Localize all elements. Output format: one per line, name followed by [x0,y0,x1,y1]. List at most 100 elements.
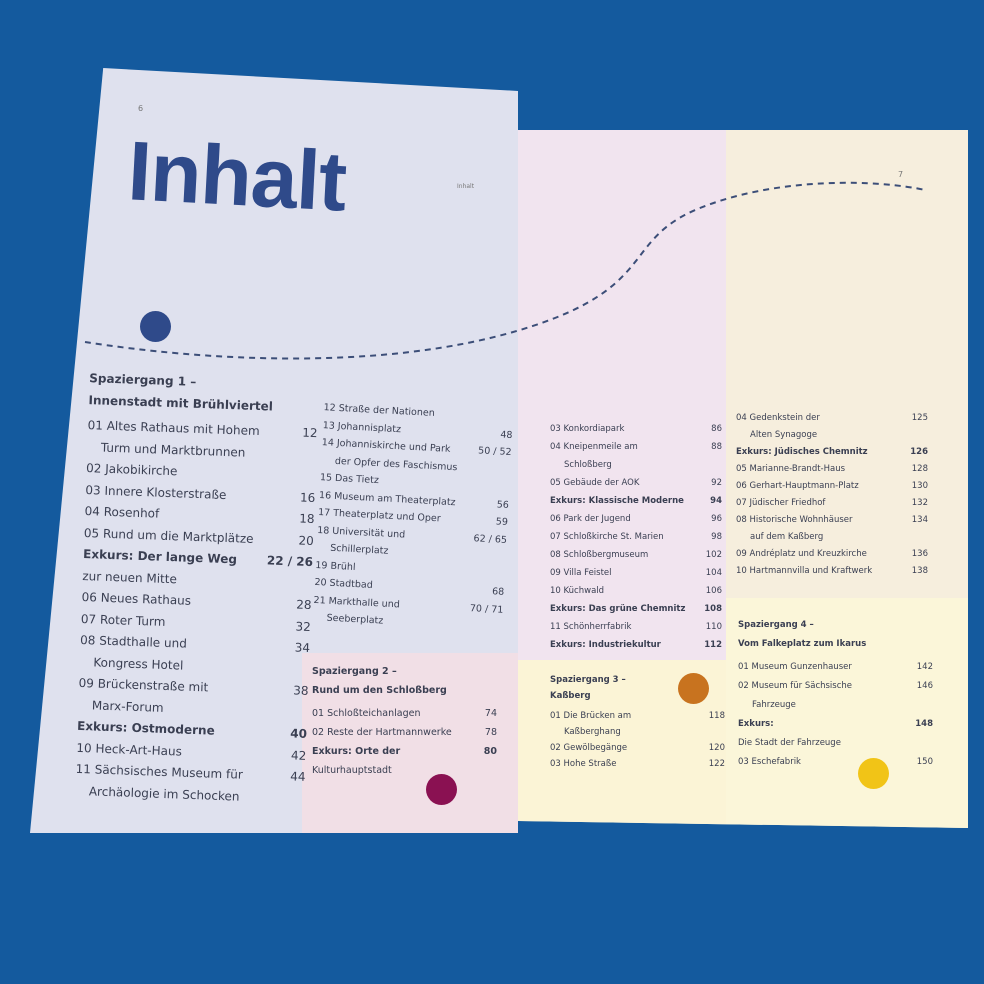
entry-label: 08 Historische Wohnhäuser [736,515,853,525]
entry-label: 01 Schloßteichanlagen [312,708,421,719]
entry-label: 03 Konkordiapark [550,424,625,434]
entry-page: 120 [708,743,725,753]
entry-page: 104 [705,568,722,578]
entry-page: 125 [911,413,928,423]
walk2-list-cont: 03 Konkordiapark 86 04 Kneipenmeile am 88 Sc… [550,420,722,654]
toc-entry: Exkurs: Industriekultur 112 [550,636,722,654]
entry-page: 126 [910,447,928,457]
entry-page: 56 [496,498,510,511]
entry-page: 110 [705,622,722,632]
entry-label: 09 Andréplatz und Kreuzkirche [736,549,867,559]
entry-page: 136 [911,549,928,559]
toc-entry: 09 Villa Feistel 104 [550,564,722,582]
right-page [518,130,968,828]
entry-page: 78 [484,727,497,738]
toc-entry: 01 Die Brücken am 118 [550,708,725,724]
walk4-list: Spaziergang 4 – Vom Falkeplatz zum Ikarus… [738,616,933,772]
entry-page: 32 [295,618,312,634]
walk1-list: Spaziergang 1 – Innenstadt mit Brühlviert… [74,368,319,810]
entry-label: 07 Jüdischer Friedhof [736,498,826,508]
entry-page: 98 [711,532,722,542]
entry-page: 80 [483,746,497,757]
entry-page: 102 [705,550,722,560]
walk2-cont-panel [518,130,726,660]
entry-page: 108 [704,604,722,614]
entry-page: 12 [301,425,318,441]
entry-label: Exkurs: Orte der [312,746,401,757]
toc-entry: 10 Hartmannvilla und Kraftwerk 138 [736,563,928,580]
entry-label-cont: Kulturhauptstadt [312,765,392,776]
entry-label: 11 Schönherrfabrik [550,622,632,632]
entry-label: 06 Park der Jugend [550,514,631,524]
entry-label: 10 Küchwald [550,586,605,596]
entry-page: 48 [500,428,513,441]
entry-label: 05 Marianne-Brandt-Haus [736,464,846,474]
entry-label: Exkurs: Jüdisches Chemnitz [736,447,868,457]
toc-entry: 03 Eschefabrik 150 [738,753,933,772]
entry-label: 01 Die Brücken am [550,711,632,721]
entry-page: 146 [916,681,933,691]
entry-page: 38 [292,683,309,698]
toc-entry: 07 Jüdischer Friedhof 132 [736,495,928,512]
walk4-panel [726,598,968,828]
yellow-dot [858,758,889,789]
toc-entry: 06 Gerhart-Hauptmann-Platz 130 [736,478,928,495]
entry-page: 88 [711,442,722,452]
entry-page: 138 [911,566,928,576]
section-heading: Spaziergang 4 – [738,620,814,630]
entry-page: 68 [491,586,505,598]
entry-label: Exkurs: Das grüne Chemnitz [550,604,686,614]
entry-page: 22 / 26 [266,553,314,570]
entry-page: 59 [495,516,509,528]
entry-label: 10 Hartmannvilla und Kraftwerk [736,566,873,576]
toc-entry: 08 Historische Wohnhäuser 134 [736,512,928,529]
toc-entry: Exkurs: Orte der 80 [312,742,497,761]
section-heading: Rund um den Schloßberg [312,685,447,696]
entry-label: 08 Schloßbergmuseum [550,550,649,560]
entry-page: 62 / 65 [473,532,508,546]
entry-page: 70 / 71 [469,602,504,616]
entry-page: 128 [911,464,928,474]
entry-label: Exkurs: Klassische Moderne [550,496,684,506]
walk1-list-cont: 12 Straße der Nationen 13 Johannisplatz 48… [312,399,514,636]
toc-entry: Exkurs: Jüdisches Chemnitz 126 [736,444,928,461]
toc-entry: 04 Kneipenmeile am 88 [550,438,722,456]
entry-page: 50 / 52 [477,445,512,459]
toc-entry: 04 Gedenkstein der 125 [736,410,928,427]
toc-entry: 01 Museum Gunzenhauser 142 [738,658,933,677]
entry-label-cont: Alten Synagoge [750,430,818,440]
entry-page: 94 [710,496,722,506]
section-heading: Spaziergang 2 – [312,666,397,677]
entry-page: 134 [911,515,928,525]
toc-entry: 02 Reste der Hartmannwerke 78 [312,723,497,742]
entry-label: 09 Villa Feistel [550,568,612,578]
entry-label-cont: Schloßberg [564,460,612,470]
toc-entry: Exkurs: Das grüne Chemnitz 108 [550,600,722,618]
toc-entry: 10 Küchwald 106 [550,582,722,600]
entry-page: 132 [911,498,928,508]
entry-page: 86 [711,424,722,434]
entry-page: 106 [705,586,722,596]
entry-label: 04 Kneipenmeile am [550,442,638,452]
entry-label-cont: Kaßberghang [564,727,621,737]
toc-entry: 07 Schloßkirche St. Marien 98 [550,528,722,546]
entry-label-cont: auf dem Kaßberg [750,532,824,542]
entry-label: 02 Reste der Hartmannwerke [312,727,452,738]
toc-entry: 05 Marianne-Brandt-Haus 128 [736,461,928,478]
entry-page: 16 [299,490,316,505]
entry-page: 150 [916,757,933,767]
toc-entry: 06 Park der Jugend 96 [550,510,722,528]
page-number-left: 6 [138,104,144,113]
entry-page: 96 [711,514,722,524]
entry-page: 18 [298,511,315,527]
entry-page: 28 [295,597,312,613]
entry-label: 05 Gebäude der AOK [550,478,640,488]
entry-label: Exkurs: Industriekultur [550,640,661,650]
toc-entry: 03 Hohe Straße 122 [550,756,725,772]
toc-entry: 11 Schönherrfabrik 110 [550,618,722,636]
toc-entry: Exkurs: Klassische Moderne 94 [550,492,722,510]
entry-label: Exkurs: [738,719,774,729]
toc-entry: 02 Museum für Sächsische 146 [738,677,933,696]
entry-label: 03 Hohe Straße [550,759,617,769]
toc-entry: 01 Schloßteichanlagen 74 [312,704,497,723]
